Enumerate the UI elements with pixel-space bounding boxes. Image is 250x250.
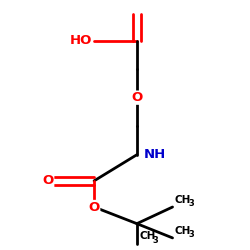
Text: O: O	[42, 174, 54, 187]
Text: 3: 3	[152, 236, 158, 245]
Text: 3: 3	[188, 199, 194, 208]
Text: CH: CH	[139, 232, 156, 241]
Text: O: O	[88, 200, 100, 213]
Text: CH: CH	[175, 195, 191, 205]
Text: O: O	[131, 91, 142, 104]
Text: 3: 3	[188, 230, 194, 239]
Text: HO: HO	[69, 34, 92, 47]
Text: NH: NH	[144, 148, 166, 161]
Text: CH: CH	[175, 226, 191, 235]
